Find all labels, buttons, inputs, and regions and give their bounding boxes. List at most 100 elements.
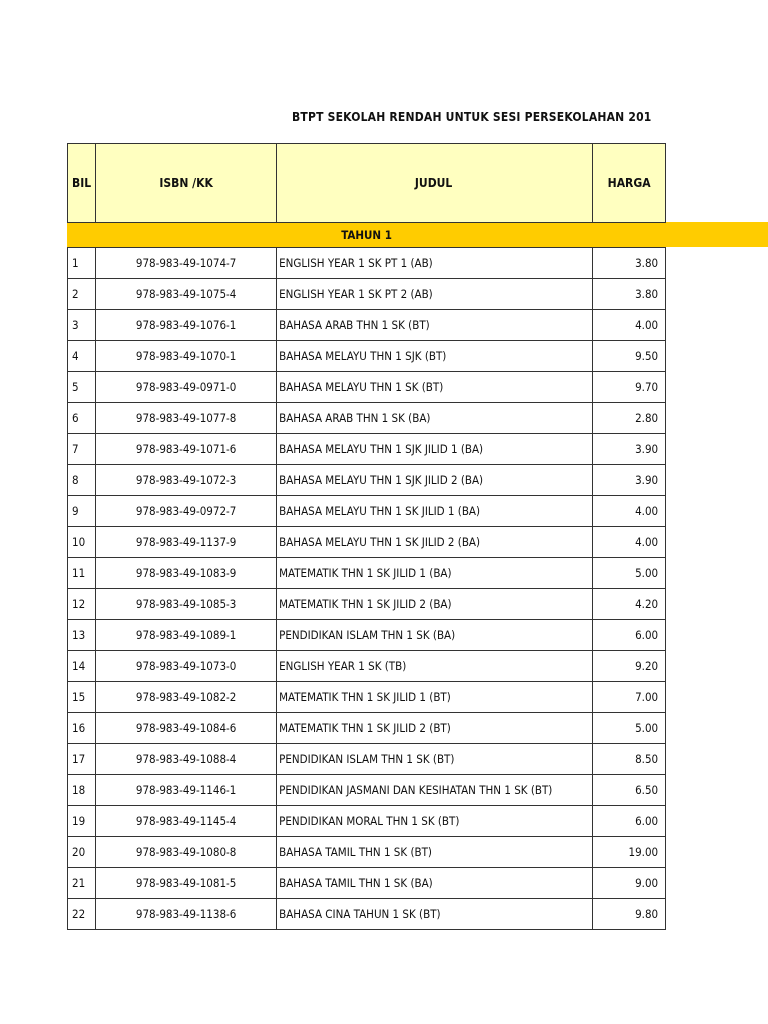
header-isbn: ISBN /KK	[95, 143, 278, 223]
cell-harga: 6.00	[592, 619, 667, 651]
cell-judul: PENDIDIKAN ISLAM THN 1 SK (BA)	[276, 619, 594, 651]
cell-isbn: 978-983-49-1074-7	[95, 247, 278, 279]
cell-judul: BAHASA TAMIL THN 1 SK (BT)	[276, 836, 594, 868]
cell-isbn: 978-983-49-1075-4	[95, 278, 278, 310]
header-row: BIL ISBN /KK JUDUL HARGA	[66, 143, 667, 223]
table-row: 4 978-983-49-1070-1 BAHASA MELAYU THN 1 SJ…	[66, 340, 667, 372]
section-row: TAHUN 1	[67, 222, 666, 248]
cell-isbn: 978-983-49-1088-4	[95, 743, 278, 775]
cell-bil: 1	[66, 247, 97, 279]
cell-isbn: 978-983-49-1089-1	[95, 619, 278, 651]
cell-bil: 16	[66, 712, 97, 744]
cell-judul: BAHASA MELAYU THN 1 SK JILID 2 (BA)	[276, 526, 594, 558]
cell-bil: 7	[66, 433, 97, 465]
book-price-table: BIL ISBN /KK JUDUL HARGA TAHUN 1 1 978-98…	[66, 143, 667, 930]
cell-harga: 5.00	[592, 712, 667, 744]
table-row: 5 978-983-49-0971-0 BAHASA MELAYU THN 1 SK…	[66, 371, 667, 403]
table-row: 22 978-983-49-1138-6 BAHASA CINA TAHUN 1 S…	[66, 898, 667, 930]
cell-bil: 19	[66, 805, 97, 837]
table-row: 19 978-983-49-1145-4 PENDIDIKAN MORAL THN …	[66, 805, 667, 837]
cell-judul: MATEMATIK THN 1 SK JILID 2 (BA)	[276, 588, 594, 620]
cell-isbn: 978-983-49-1080-8	[95, 836, 278, 868]
cell-isbn: 978-983-49-1070-1	[95, 340, 278, 372]
cell-harga: 3.90	[592, 464, 667, 496]
cell-bil: 22	[66, 898, 97, 930]
table-row: 13 978-983-49-1089-1 PENDIDIKAN ISLAM THN …	[66, 619, 667, 651]
header-bil: BIL	[66, 143, 97, 223]
cell-isbn: 978-983-49-1071-6	[95, 433, 278, 465]
cell-isbn: 978-983-49-1146-1	[95, 774, 278, 806]
cell-bil: 13	[66, 619, 97, 651]
cell-isbn: 978-983-49-1145-4	[95, 805, 278, 837]
cell-harga: 4.00	[592, 495, 667, 527]
cell-harga: 9.00	[592, 867, 667, 899]
cell-harga: 3.80	[592, 278, 667, 310]
cell-judul: MATEMATIK THN 1 SK JILID 1 (BA)	[276, 557, 594, 589]
table-row: 20 978-983-49-1080-8 BAHASA TAMIL THN 1 SK…	[66, 836, 667, 868]
section-label: TAHUN 1	[67, 222, 666, 248]
cell-judul: PENDIDIKAN ISLAM THN 1 SK (BT)	[276, 743, 594, 775]
table-row: 12 978-983-49-1085-3 MATEMATIK THN 1 SK JI…	[66, 588, 667, 620]
cell-judul: ENGLISH YEAR 1 SK (TB)	[276, 650, 594, 682]
cell-harga: 6.00	[592, 805, 667, 837]
table-row: 15 978-983-49-1082-2 MATEMATIK THN 1 SK JI…	[66, 681, 667, 713]
cell-judul: MATEMATIK THN 1 SK JILID 2 (BT)	[276, 712, 594, 744]
table-row: 7 978-983-49-1071-6 BAHASA MELAYU THN 1 SJ…	[66, 433, 667, 465]
cell-bil: 11	[66, 557, 97, 589]
table-row: 2 978-983-49-1075-4 ENGLISH YEAR 1 SK PT 2…	[66, 278, 667, 310]
cell-judul: BAHASA MELAYU THN 1 SK (BT)	[276, 371, 594, 403]
cell-bil: 8	[66, 464, 97, 496]
cell-bil: 21	[66, 867, 97, 899]
cell-judul: PENDIDIKAN MORAL THN 1 SK (BT)	[276, 805, 594, 837]
cell-harga: 4.20	[592, 588, 667, 620]
cell-harga: 4.00	[592, 526, 667, 558]
header-harga: HARGA	[592, 143, 667, 223]
table-row: 1 978-983-49-1074-7 ENGLISH YEAR 1 SK PT 1…	[66, 247, 667, 279]
cell-judul: ENGLISH YEAR 1 SK PT 2 (AB)	[276, 278, 594, 310]
cell-bil: 3	[66, 309, 97, 341]
cell-bil: 18	[66, 774, 97, 806]
cell-harga: 19.00	[592, 836, 667, 868]
cell-bil: 2	[66, 278, 97, 310]
cell-judul: BAHASA MELAYU THN 1 SJK JILID 2 (BA)	[276, 464, 594, 496]
table-row: 16 978-983-49-1084-6 MATEMATIK THN 1 SK JI…	[66, 712, 667, 744]
table-row: 11 978-983-49-1083-9 MATEMATIK THN 1 SK JI…	[66, 557, 667, 589]
cell-judul: ENGLISH YEAR 1 SK PT 1 (AB)	[276, 247, 594, 279]
cell-harga: 9.20	[592, 650, 667, 682]
table-row: 10 978-983-49-1137-9 BAHASA MELAYU THN 1 S…	[66, 526, 667, 558]
cell-bil: 12	[66, 588, 97, 620]
table-row: 21 978-983-49-1081-5 BAHASA TAMIL THN 1 SK…	[66, 867, 667, 899]
table-row: 9 978-983-49-0972-7 BAHASA MELAYU THN 1 SK…	[66, 495, 667, 527]
cell-judul: BAHASA MELAYU THN 1 SK JILID 1 (BA)	[276, 495, 594, 527]
table-row: 6 978-983-49-1077-8 BAHASA ARAB THN 1 SK (…	[66, 402, 667, 434]
page-title: BTPT SEKOLAH RENDAH UNTUK SESI PERSEKOLA…	[292, 110, 652, 124]
table-row: 8 978-983-49-1072-3 BAHASA MELAYU THN 1 SJ…	[66, 464, 667, 496]
cell-bil: 14	[66, 650, 97, 682]
cell-harga: 8.50	[592, 743, 667, 775]
cell-bil: 20	[66, 836, 97, 868]
cell-bil: 10	[66, 526, 97, 558]
cell-harga: 3.80	[592, 247, 667, 279]
cell-isbn: 978-983-49-1076-1	[95, 309, 278, 341]
cell-isbn: 978-983-49-1137-9	[95, 526, 278, 558]
cell-harga: 9.50	[592, 340, 667, 372]
cell-bil: 17	[66, 743, 97, 775]
table-row: 14 978-983-49-1073-0 ENGLISH YEAR 1 SK (TB…	[66, 650, 667, 682]
cell-isbn: 978-983-49-1073-0	[95, 650, 278, 682]
cell-isbn: 978-983-49-1084-6	[95, 712, 278, 744]
header-judul: JUDUL	[276, 143, 594, 223]
cell-judul: BAHASA MELAYU THN 1 SJK (BT)	[276, 340, 594, 372]
cell-isbn: 978-983-49-1072-3	[95, 464, 278, 496]
cell-isbn: 978-983-49-1082-2	[95, 681, 278, 713]
cell-isbn: 978-983-49-1081-5	[95, 867, 278, 899]
cell-bil: 5	[66, 371, 97, 403]
cell-judul: BAHASA ARAB THN 1 SK (BT)	[276, 309, 594, 341]
cell-isbn: 978-983-49-0972-7	[95, 495, 278, 527]
cell-harga: 9.80	[592, 898, 667, 930]
table-row: 18 978-983-49-1146-1 PENDIDIKAN JASMANI DA…	[66, 774, 667, 806]
table-row: 3 978-983-49-1076-1 BAHASA ARAB THN 1 SK (…	[66, 309, 667, 341]
cell-bil: 4	[66, 340, 97, 372]
cell-harga: 3.90	[592, 433, 667, 465]
cell-judul: BAHASA CINA TAHUN 1 SK (BT)	[276, 898, 594, 930]
cell-judul: BAHASA MELAYU THN 1 SJK JILID 1 (BA)	[276, 433, 594, 465]
